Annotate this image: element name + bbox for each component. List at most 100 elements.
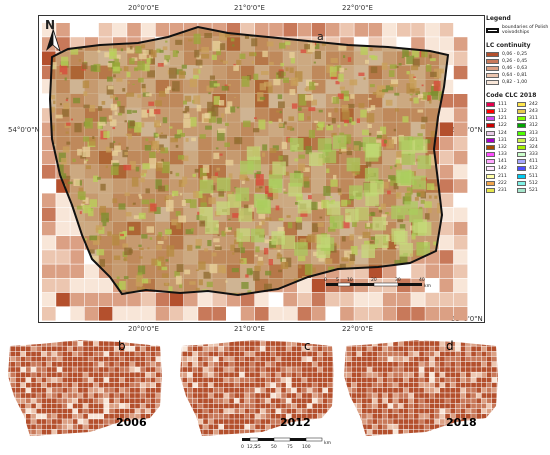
graticule-top-21e: 21°0'0"E	[234, 4, 265, 12]
clc-code-item: 142	[486, 166, 517, 173]
north-arrow-icon	[46, 28, 61, 53]
scalebar-tick: 20	[371, 277, 377, 283]
clc-code-label: 111	[498, 101, 507, 107]
clc-code-item: 313	[517, 130, 548, 137]
scalebar	[326, 282, 422, 287]
clc-code-label: 511	[529, 173, 538, 179]
clc-code-label: 242	[529, 101, 538, 107]
clc-code-item: 133	[486, 151, 517, 158]
clc-swatch	[486, 173, 495, 179]
clc-swatch	[517, 180, 526, 186]
lc-continuity-item: 0,64 - 0,81	[486, 72, 550, 79]
clc-swatch	[517, 152, 526, 158]
clc-swatch	[517, 101, 526, 107]
clc-code-label: 222	[498, 180, 507, 186]
clc-swatch	[486, 166, 495, 172]
panel-letter-b: b	[118, 339, 126, 353]
clc-code-label: 321	[529, 137, 538, 143]
clc-swatch	[486, 116, 495, 122]
lc-swatch	[486, 59, 499, 64]
lc-continuity-item: 0,26 - 0,45	[486, 58, 550, 65]
clc-code-item: 112	[486, 108, 517, 115]
graticule-left-54n: 54°0'0"N	[8, 126, 40, 134]
clc-swatch	[517, 123, 526, 129]
clc-code-label: 231	[498, 188, 507, 194]
clc-code-label: 313	[529, 130, 538, 136]
graticule-bottom-20e: 20°0'0"E	[128, 325, 159, 333]
small-scalebar-tick: 50	[271, 444, 277, 450]
clc-swatch	[517, 108, 526, 114]
clc-code-label: 521	[529, 188, 538, 194]
north-label: N	[44, 18, 56, 32]
lc-continuity-item: 0,06 - 0,25	[486, 51, 550, 58]
clc-code-label: 512	[529, 180, 538, 186]
clc-code-item: 132	[486, 144, 517, 151]
clc-swatch	[517, 159, 526, 165]
scalebar-tick: 10	[347, 277, 353, 283]
lc-continuity-item: 0,82 - 1,00	[486, 79, 550, 86]
clc-code-label: 133	[498, 152, 507, 158]
clc-swatch	[517, 137, 526, 143]
clc-code-item: 412	[517, 166, 548, 173]
clc-code-item: 521	[517, 187, 548, 194]
clc-swatch	[517, 166, 526, 172]
small-scalebar-tick: 12,5	[247, 444, 257, 450]
clc-swatch	[486, 108, 495, 114]
lc-continuity-title: LC continuity	[486, 42, 531, 49]
clc-code-label: 412	[529, 166, 538, 172]
clc-code-item: 242	[517, 101, 548, 108]
panel-b-map: b 2006	[8, 339, 162, 436]
lc-range-label: 0,64 - 0,81	[502, 73, 528, 78]
graticule-bottom-22e: 22°0'0"E	[342, 325, 373, 333]
main-map: 0 5 10 20 30 40 km	[42, 23, 468, 321]
scalebar-tick: 30	[395, 277, 401, 283]
clc-code-item: 312	[517, 123, 548, 130]
lc-swatch	[486, 66, 499, 71]
panel-c-map: c 2012	[180, 339, 334, 436]
clc-swatch	[517, 173, 526, 179]
clc-code-list: 111 242 112 243 121 311 122 312 124 313 131 321 132 3…	[486, 101, 550, 194]
clc-code-label: 333	[529, 152, 538, 158]
clc-swatch	[486, 180, 495, 186]
clc-code-item: 111	[486, 101, 517, 108]
clc-code-item: 511	[517, 173, 548, 180]
clc-code-item: 321	[517, 137, 548, 144]
scalebar-tick: 40	[419, 277, 425, 283]
clc-code-label: 131	[498, 137, 507, 143]
clc-swatch	[486, 188, 495, 194]
small-scalebar-tick: 75	[287, 444, 293, 450]
clc-swatch	[486, 159, 495, 165]
clc-code-item: 131	[486, 137, 517, 144]
panel-letter-d: d	[446, 339, 454, 353]
graticule-bottom-21e: 21°0'0"E	[234, 325, 265, 333]
clc-title: Code CLC 2018	[486, 92, 537, 99]
clc-swatch	[486, 152, 495, 158]
clc-swatch	[486, 144, 495, 150]
clc-code-label: 122	[498, 123, 507, 129]
clc-code-item: 231	[486, 187, 517, 194]
clc-code-label: 211	[498, 173, 507, 179]
clc-swatch	[517, 116, 526, 122]
clc-swatch	[486, 123, 495, 129]
clc-code-item: 141	[486, 159, 517, 166]
legend: Legend boundaries of Polish voivodships …	[486, 15, 550, 321]
clc-code-label: 311	[529, 116, 538, 122]
graticule-top-22e: 22°0'0"E	[342, 4, 373, 12]
clc-code-item: 121	[486, 115, 517, 122]
clc-code-label: 411	[529, 159, 538, 165]
lc-swatch	[486, 73, 499, 78]
clc-code-label: 142	[498, 166, 507, 172]
graticule-top-20e: 20°0'0"E	[128, 4, 159, 12]
lc-swatch	[486, 80, 499, 85]
small-scalebar-unit: km	[324, 440, 331, 446]
lc-range-label: 0,46 - 0,63	[502, 66, 528, 71]
clc-code-label: 243	[529, 108, 538, 114]
clc-code-label: 324	[529, 144, 538, 150]
scalebar-tick: 5	[336, 277, 339, 283]
clc-swatch	[517, 130, 526, 136]
clc-code-label: 312	[529, 123, 538, 129]
panel-c-year: 2012	[280, 416, 311, 429]
panel-d-map: d 2018	[344, 339, 498, 436]
clc-code-item: 411	[517, 159, 548, 166]
lc-range-label: 0,82 - 1,00	[502, 80, 528, 85]
